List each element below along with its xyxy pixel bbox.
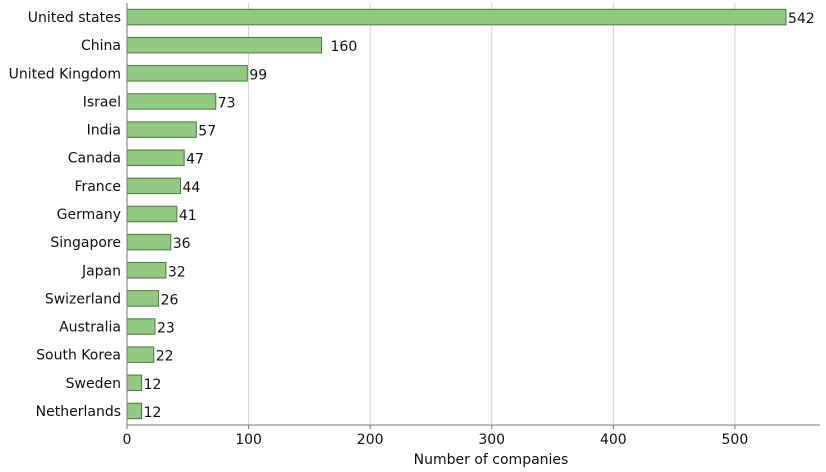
category-label: United Kingdom <box>9 66 121 82</box>
label-layer: United states 542 China 160 United Kingdom 99… <box>9 10 815 421</box>
x-tick-label: 300 <box>478 432 505 448</box>
category-label: South Korea <box>36 348 121 364</box>
value-label: 160 <box>331 39 358 55</box>
category-label: Sweden <box>66 376 121 392</box>
category-label: China <box>81 38 121 54</box>
bar <box>126 36 323 54</box>
bar <box>126 233 172 251</box>
value-label: 26 <box>161 292 179 308</box>
value-label: 41 <box>179 208 197 224</box>
category-label: India <box>87 123 121 139</box>
bar <box>126 262 167 279</box>
bar <box>126 346 155 363</box>
value-label: 542 <box>788 11 815 27</box>
value-label: 23 <box>157 321 175 337</box>
category-label: Japan <box>81 263 121 279</box>
bar-layer <box>126 8 787 420</box>
value-label: 47 <box>186 152 204 168</box>
category-label: Netherlands <box>36 404 121 420</box>
bar <box>126 8 787 26</box>
category-label: Australia <box>59 320 121 336</box>
category-label: Swizerland <box>45 291 121 307</box>
bar <box>126 121 197 138</box>
value-label: 73 <box>218 95 236 111</box>
value-label: 22 <box>156 349 174 365</box>
x-tick-label: 400 <box>600 432 627 448</box>
grid-layer <box>248 3 736 425</box>
value-label: 44 <box>182 180 200 196</box>
x-axis-title: Number of companies <box>414 452 569 468</box>
bar <box>126 177 181 195</box>
bar <box>126 205 178 223</box>
value-label: 12 <box>144 377 162 393</box>
x-tick-label: 0 <box>123 432 132 448</box>
bar <box>126 93 217 110</box>
bar <box>126 402 143 420</box>
value-label: 57 <box>198 124 216 140</box>
bar <box>126 149 185 166</box>
value-label: 12 <box>144 405 162 421</box>
category-label: United states <box>28 10 121 26</box>
category-label: Singapore <box>50 235 121 251</box>
bar <box>126 318 156 335</box>
category-label: France <box>74 179 121 195</box>
category-label: Israel <box>83 94 121 110</box>
bar <box>126 65 248 82</box>
value-label: 99 <box>249 67 267 83</box>
bar <box>126 290 160 307</box>
value-label: 32 <box>168 264 186 280</box>
category-label: Canada <box>68 151 121 167</box>
bar <box>126 374 143 392</box>
x-tick-label: 100 <box>235 432 262 448</box>
value-label: 36 <box>173 236 191 252</box>
axis-layer: 0 100 200 300 400 500 <box>123 3 820 448</box>
category-label: Germany <box>57 207 121 223</box>
x-tick-label: 500 <box>722 432 749 448</box>
x-tick-label: 200 <box>357 432 384 448</box>
